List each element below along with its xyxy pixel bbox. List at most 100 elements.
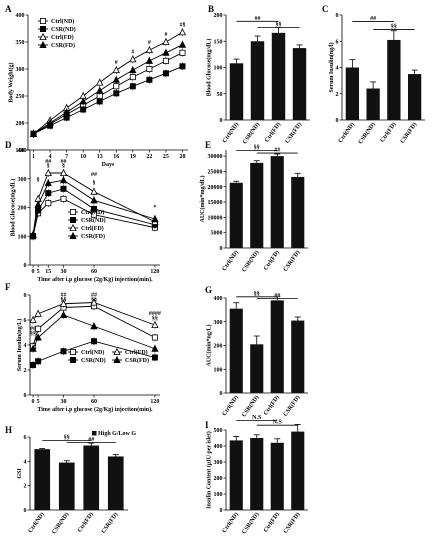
x-tick-label-0: Ctrl(ND) (221, 511, 240, 534)
point-s1-p2 (60, 348, 67, 355)
point-s1-p3 (90, 338, 97, 345)
annotation-5: §§ (91, 297, 97, 303)
x-axis-label: Time after i.p glucose (2g/Kg) injection… (37, 406, 153, 413)
point-s2-p8 (162, 37, 170, 45)
point-s3-p7 (145, 56, 154, 64)
point-s1-p6 (129, 83, 136, 90)
x-tick-label-2: Ctrl(FD) (263, 121, 282, 144)
point-s0-p2 (45, 200, 52, 207)
point-s3-p1 (34, 333, 42, 341)
x-tick-label-2: Ctrl(FD) (262, 511, 281, 534)
point-s1-p4 (96, 98, 103, 105)
bar-0 (34, 449, 51, 510)
point-s3-p5 (151, 214, 159, 223)
point-s3-p2 (59, 310, 68, 319)
x-tick-label-2: Ctrl(FD) (262, 394, 281, 417)
point-s2-p2 (59, 299, 68, 307)
x-tick-label: 30 (61, 399, 67, 405)
y-tick-label: 6 (336, 39, 339, 45)
y-tick-label: 0 (220, 118, 223, 124)
legend-marker-0 (70, 348, 77, 355)
point-s3-p0 (29, 129, 38, 137)
x-tick-label-2: Ctrl(FD) (379, 121, 398, 144)
legend-label-0: Ctrl(ND) (81, 349, 104, 356)
x-tick-label: 5 (37, 399, 40, 405)
panel-label: D (5, 140, 12, 150)
point-s1-p8 (162, 70, 169, 77)
y-tick-label: 50 (217, 92, 223, 98)
point-s3-p2 (62, 108, 71, 116)
point-s3-p4 (151, 344, 159, 352)
point-s0-p9 (179, 49, 186, 56)
x-tick-label-3: CSR(FD) (284, 121, 303, 145)
x-tick-label: 13 (97, 154, 103, 160)
point-s1-p2 (45, 190, 52, 197)
point-s0-p3 (60, 195, 67, 202)
x-tick-label: 120 (150, 399, 159, 405)
point-s3-p0 (29, 344, 37, 352)
y-tick-label: 400 (214, 444, 223, 450)
x-tick-label: 5 (37, 269, 40, 275)
point-s3-p4 (90, 196, 98, 204)
x-tick-label: 15 (45, 269, 51, 275)
legend-label-2: Ctrl(FD) (81, 225, 104, 232)
y-tick-label: 2 (24, 368, 27, 374)
bar-3 (291, 320, 305, 393)
significance-label-0: N.S (252, 415, 262, 421)
series-line-3 (33, 44, 183, 135)
x-tick-label-1: CSR(ND) (241, 249, 261, 273)
bar-1 (250, 438, 264, 510)
x-tick-label: 10 (80, 154, 86, 160)
bar-0 (229, 182, 243, 248)
significance-label-1: ## (274, 148, 280, 154)
y-tick-label: 300 (214, 460, 223, 466)
x-tick-label: 0 (32, 269, 35, 275)
point-s3-p0 (29, 230, 37, 238)
annotation-7: §§ (152, 316, 158, 322)
panel-H: H 0 2 4 6 GSI Ctrl(ND) CSR(ND) Ctrl(FD) CSR(FD) §§… (5, 425, 136, 535)
y-tick-label: 250 (16, 94, 25, 100)
point-s2-p6 (129, 55, 137, 63)
panel-label: F (5, 282, 11, 292)
point-s3-p2 (44, 178, 52, 187)
y-tick-label: 4 (24, 343, 27, 349)
significance-label-1: ## (274, 293, 280, 299)
y-tick-label: 5000 (211, 231, 223, 237)
point-s3-p5 (112, 75, 120, 83)
point-s2-p9 (178, 28, 187, 36)
annotation-1: ## (45, 159, 51, 165)
legend-marker-0 (40, 17, 47, 24)
point-s0-p6 (129, 74, 136, 81)
point-s1-p4 (90, 205, 97, 212)
significance-label-0: §§ (254, 291, 260, 297)
point-s1-p1 (35, 358, 42, 365)
y-tick-label: 0 (220, 508, 223, 514)
y-tick-label: 200 (18, 206, 27, 212)
legend-label-3: CSR(FD) (125, 357, 149, 364)
y-tick-label: 100 (18, 234, 27, 240)
y-tick-label: 150 (214, 39, 223, 45)
point-s2-p4 (90, 187, 98, 195)
point-s1-p3 (80, 106, 87, 113)
x-tick-label: 0 (32, 399, 35, 405)
y-tick-label: 6 (24, 435, 27, 441)
annotation-0: ## (30, 326, 36, 332)
point-s2-p5 (112, 66, 120, 74)
x-tick-label-3: CSR(FD) (282, 249, 301, 273)
point-s2-p2 (44, 168, 52, 177)
legend-label-0: Ctrl(ND) (81, 209, 104, 216)
x-tick-label: 7 (65, 154, 68, 160)
annotation-6: § (92, 181, 95, 187)
significance-label-0: §§ (64, 435, 70, 441)
bar-2 (83, 445, 100, 510)
y-tick-label: 6 (24, 318, 27, 324)
x-tick-label-1: CSR(ND) (241, 121, 261, 145)
x-tick-label: 60 (91, 269, 97, 275)
y-tick-label: 200 (214, 344, 223, 350)
significance-label-1: §§ (276, 22, 282, 28)
point-s3-p4 (96, 86, 104, 94)
y-tick-label: 500 (214, 428, 223, 434)
y-tick-label: 8 (24, 293, 27, 299)
